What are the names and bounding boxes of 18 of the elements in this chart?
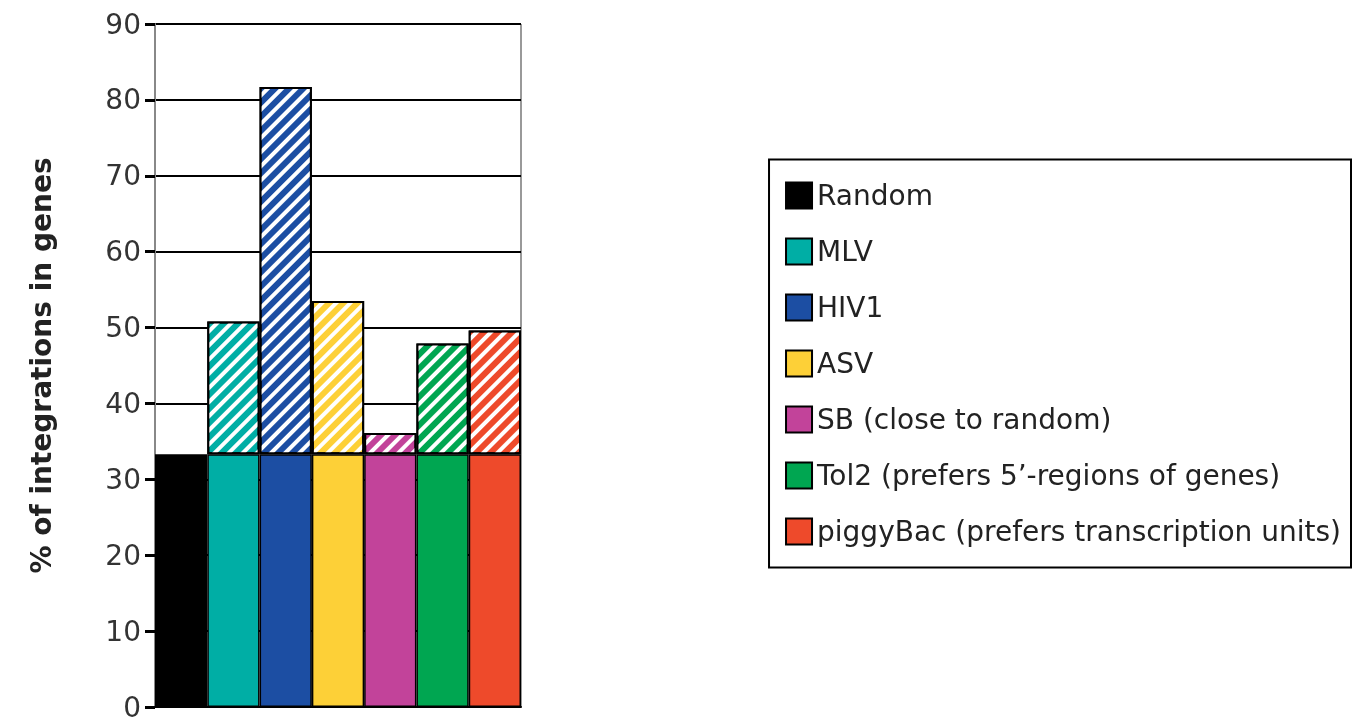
- y-tick-label: 70: [105, 159, 141, 193]
- legend-label: piggyBac (prefers transcription units): [817, 515, 1342, 548]
- legend-label: HIV1: [817, 291, 884, 324]
- y-axis-title: % of integrations in genes: [24, 157, 58, 574]
- y-tick-label: 0: [123, 690, 141, 724]
- y-tick-label: 20: [105, 538, 141, 572]
- y-tick-label: 50: [105, 311, 141, 345]
- y-tick-label: 30: [105, 462, 141, 496]
- y-tick-label: 40: [105, 386, 141, 420]
- legend-label: MLV: [817, 235, 873, 268]
- legend-label: ASV: [817, 347, 874, 380]
- legend-label: Random: [817, 179, 933, 212]
- legend-label: SB (close to random): [817, 403, 1112, 436]
- y-tick-label: 60: [105, 235, 141, 269]
- y-tick-label: 10: [105, 614, 141, 648]
- legend-label: Tol2 (prefers 5’-regions of genes): [816, 459, 1281, 492]
- y-tick-label: 80: [105, 83, 141, 117]
- y-tick-label: 90: [105, 7, 141, 41]
